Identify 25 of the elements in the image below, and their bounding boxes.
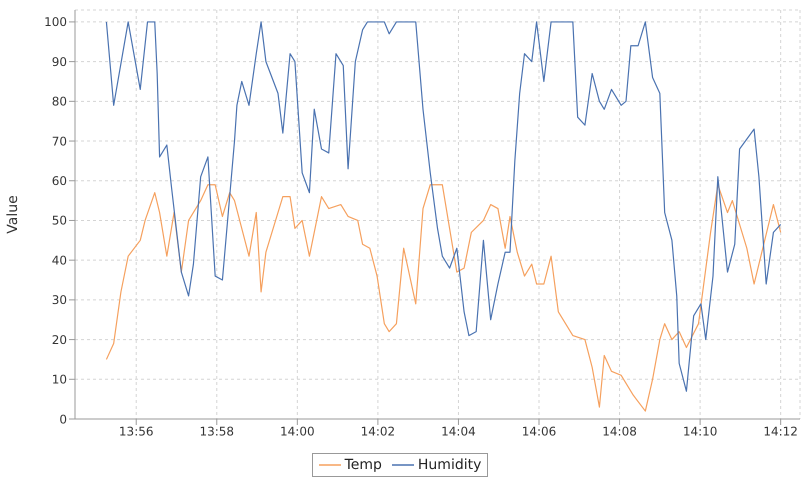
y-tick-label: 70: [52, 134, 67, 148]
x-tick-label: 14:04: [441, 424, 476, 439]
y-tick-label: 10: [52, 372, 67, 387]
y-tick-label: 90: [52, 54, 67, 69]
x-tick-label: 14:00: [280, 424, 315, 439]
x-tick-label: 13:58: [199, 424, 234, 439]
y-tick-label: 40: [52, 253, 67, 268]
line-series: [106, 21, 782, 392]
y-tick-label: 50: [52, 214, 67, 228]
y-axis-title: Value: [4, 195, 21, 234]
x-tick-label: 13:56: [118, 424, 154, 439]
x-tick-label: 14:02: [360, 424, 396, 439]
legend-label: Temp: [344, 457, 382, 473]
y-tick-label: 100: [44, 15, 67, 30]
y-tick-label: 0: [59, 412, 67, 426]
x-tick-label: 14:06: [522, 424, 556, 439]
x-tick-label: 14:10: [682, 424, 718, 439]
y-tick-label: 80: [52, 94, 67, 109]
x-tick-label: 14:08: [602, 424, 637, 439]
line-series: [106, 184, 782, 412]
legend-label: Humidity: [416, 457, 482, 473]
y-tick-label: 20: [52, 332, 67, 347]
y-tick-label: 30: [52, 293, 67, 308]
y-tick-label: 60: [52, 174, 67, 188]
x-tick-label: 14:12: [763, 424, 798, 439]
